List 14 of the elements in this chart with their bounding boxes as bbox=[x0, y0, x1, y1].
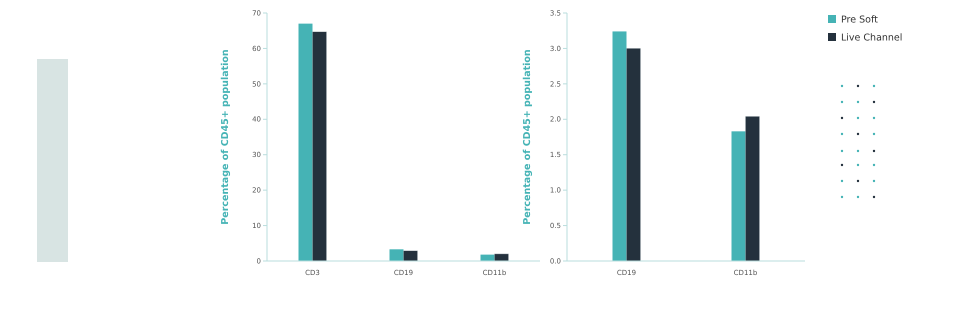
bar bbox=[626, 48, 641, 262]
bar bbox=[298, 24, 312, 261]
legend-label: Pre Soft bbox=[841, 14, 878, 26]
y-axis-title: Percentage of CD45+ population bbox=[522, 49, 533, 225]
bar bbox=[480, 254, 494, 261]
bar bbox=[612, 31, 626, 261]
bar bbox=[312, 32, 327, 262]
bar bbox=[494, 254, 509, 262]
bar bbox=[390, 249, 404, 261]
y-axis-title: Percentage of CD45+ population bbox=[220, 49, 231, 225]
bar bbox=[403, 250, 418, 262]
bar bbox=[732, 131, 746, 261]
bar bbox=[745, 116, 760, 262]
legend-label: Live Channel bbox=[841, 32, 902, 44]
